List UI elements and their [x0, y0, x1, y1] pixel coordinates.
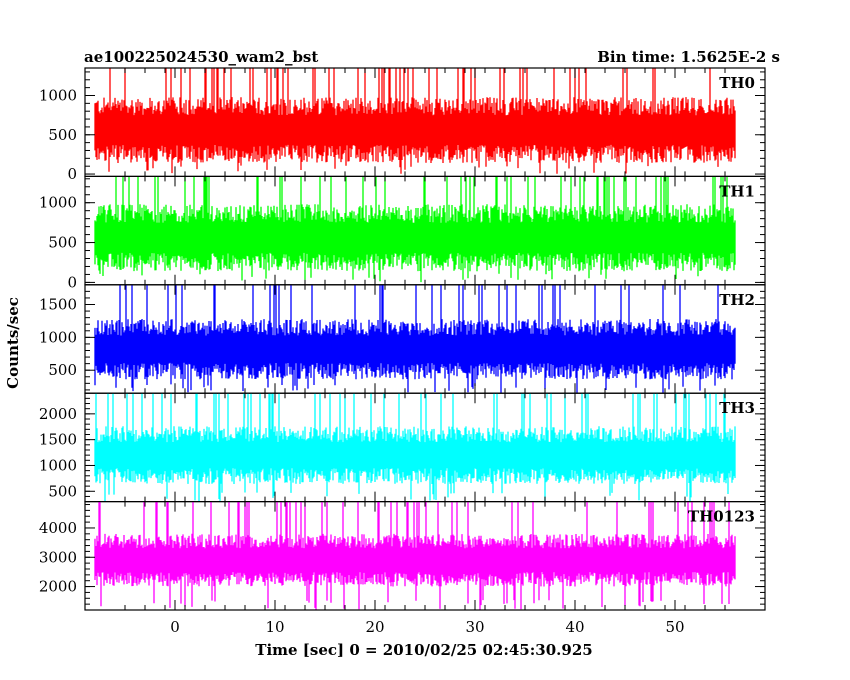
x-tick-label: 10 — [265, 618, 284, 636]
x-axis: 0 10 20 30 40 50 — [170, 618, 684, 636]
y-tick-label: 1000 — [39, 194, 77, 212]
panel-th0: 0 500 1000 TH0 — [39, 67, 766, 183]
panel-label-th1: TH1 — [719, 182, 755, 200]
panel-label-th0123: TH0123 — [688, 508, 755, 526]
y-tick-label: 0 — [67, 165, 77, 183]
y-tick-label: 500 — [48, 482, 77, 500]
y-tick-label: 1500 — [39, 296, 77, 314]
y-tick-label: 500 — [48, 361, 77, 379]
y-tick-label: 500 — [48, 126, 77, 144]
x-axis-label: Time [sec] 0 = 2010/02/25 02:45:30.925 — [255, 641, 592, 659]
series-th0 — [94, 68, 736, 174]
x-tick-label: 20 — [365, 618, 384, 636]
x-tick-label: 40 — [565, 618, 584, 636]
panel-label-th2: TH2 — [719, 291, 755, 309]
y-tick-label: 3000 — [39, 548, 77, 566]
y-tick-label: 1000 — [39, 86, 77, 104]
panel-label-th0: TH0 — [719, 74, 755, 92]
series-th0123 — [94, 501, 736, 610]
panel-th2: 500 1000 1500 TH2 — [39, 284, 766, 394]
y-tick-label: 1500 — [39, 431, 77, 449]
series-th1 — [94, 176, 736, 283]
x-tick-label: 0 — [170, 618, 180, 636]
y-tick-label: 1000 — [39, 456, 77, 474]
panel-th3: 500 1000 1500 2000 TH3 — [39, 392, 766, 503]
y-axis-label: Counts/sec — [4, 297, 22, 389]
panels-group: 0 500 1000 TH0 0 500 1000 TH1 500 1000 1500 TH2 500 1… — [39, 67, 766, 611]
series-th2 — [94, 284, 736, 393]
series-th3 — [94, 393, 736, 502]
panel-th1: 0 500 1000 TH1 — [39, 175, 766, 291]
y-tick-label: 2000 — [39, 405, 77, 423]
chart-title-left: ae100225024530_wam2_bst — [84, 48, 318, 66]
y-tick-label: 1000 — [39, 328, 77, 346]
panel-label-th3: TH3 — [719, 399, 755, 417]
panel-th0123: 2000 3000 4000 TH0123 — [39, 501, 766, 611]
y-tick-label: 500 — [48, 234, 77, 252]
y-tick-label: 2000 — [39, 578, 77, 596]
y-tick-label: 4000 — [39, 519, 77, 537]
y-tick-label: 0 — [67, 273, 77, 291]
chart-title-right: Bin time: 1.5625E-2 s — [597, 48, 780, 66]
x-tick-label: 50 — [665, 618, 684, 636]
x-tick-label: 30 — [465, 618, 484, 636]
